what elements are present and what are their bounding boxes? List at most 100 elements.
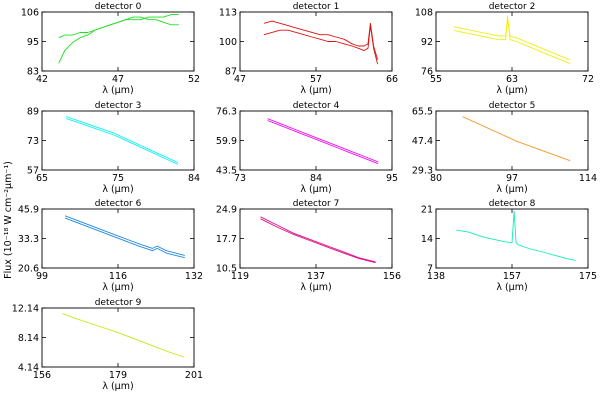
- x-axis-label: λ (μm): [102, 282, 133, 293]
- chart-panel-9: detector 9 156 179 201 4.14 8.14 12.14 λ (μm): [12, 298, 203, 392]
- y-tick-label: 47.4: [412, 136, 433, 147]
- x-axis-label: λ (μm): [102, 381, 133, 392]
- y-tick-label: 106: [21, 8, 39, 19]
- y-tick-label: 76.3: [216, 107, 237, 118]
- y-tick-label: 7: [427, 264, 433, 275]
- x-tick-label: 75: [112, 173, 124, 184]
- series-line-0: [62, 313, 185, 358]
- y-tick-label: 113: [219, 8, 237, 19]
- x-tick-label: 84: [188, 173, 200, 184]
- plot-frame: [435, 110, 589, 171]
- chart-panel-5: detector 5 80 97 114 29.3 47.4 65.5 λ (μm): [412, 101, 597, 195]
- x-tick-label: 114: [579, 173, 597, 184]
- panel-title: detector 2: [489, 2, 536, 12]
- x-axis-label: λ (μm): [300, 282, 331, 293]
- y-tick-label: 45.9: [18, 205, 39, 216]
- x-tick-label: 47: [112, 74, 124, 85]
- series-line-0: [263, 20, 379, 60]
- y-tick-label: 83: [27, 67, 39, 78]
- x-tick-label: 66: [386, 74, 398, 85]
- y-tick-label: 108: [415, 8, 433, 19]
- x-tick-label: 57: [310, 74, 322, 85]
- series-line-1: [64, 217, 185, 259]
- x-axis-label: λ (μm): [102, 184, 133, 195]
- x-tick-label: 73: [234, 173, 246, 184]
- series-line-1: [453, 15, 571, 65]
- y-tick-label: 87: [225, 67, 237, 78]
- chart-panel-1: detector 1 47 57 66 87 100 113 λ (μm): [219, 2, 398, 96]
- x-axis-label: λ (μm): [496, 184, 527, 195]
- panel-title: detector 7: [293, 199, 340, 209]
- series-line-1: [267, 120, 379, 165]
- chart-panel-4: detector 4 73 84 95 43.5 59.9 76.3 λ (μm): [216, 101, 398, 195]
- y-tick-label: 100: [219, 37, 237, 48]
- x-axis-label: λ (μm): [496, 85, 527, 96]
- chart-panel-3: detector 3 65 75 84 57 73 89 λ (μm): [27, 101, 200, 195]
- plot-frame: [239, 11, 393, 72]
- series-line-0: [453, 18, 571, 61]
- y-tick-label: 92: [421, 37, 433, 48]
- x-axis-label: λ (μm): [496, 282, 527, 293]
- y-tick-label: 12.14: [12, 304, 39, 315]
- series-line-0: [267, 118, 379, 163]
- figure-ylabel: Flux (10⁻¹⁸ W cm⁻²μm⁻¹): [3, 161, 14, 279]
- x-tick-label: 55: [430, 74, 442, 85]
- x-tick-label: 175: [579, 271, 597, 282]
- x-tick-label: 99: [36, 271, 48, 282]
- chart-panel-2: detector 2 55 63 72 76 92 108 λ (μm): [415, 2, 594, 96]
- y-tick-label: 57: [27, 166, 39, 177]
- panel-title: detector 0: [95, 2, 142, 12]
- y-tick-label: 33.3: [18, 234, 39, 245]
- plot-frame: [41, 11, 195, 72]
- y-tick-label: 95: [27, 37, 39, 48]
- y-tick-label: 89: [27, 107, 39, 118]
- series-line-0: [64, 215, 185, 256]
- series-line-1: [260, 218, 376, 264]
- chart-panel-0: detector 0 42 47 52 83 95 106 λ (μm): [21, 2, 200, 96]
- panel-title: detector 1: [293, 2, 340, 12]
- y-tick-label: 21: [421, 205, 433, 216]
- x-tick-label: 72: [582, 74, 594, 85]
- plot-frame: [435, 11, 589, 72]
- x-tick-label: 97: [506, 173, 518, 184]
- x-tick-label: 84: [310, 173, 322, 184]
- series-line-1: [58, 16, 179, 39]
- x-tick-label: 63: [506, 74, 518, 85]
- x-axis-label: λ (μm): [300, 85, 331, 96]
- x-tick-label: 201: [185, 370, 203, 381]
- x-tick-label: 132: [185, 271, 203, 282]
- y-tick-label: 8.14: [18, 333, 39, 344]
- x-tick-label: 95: [386, 173, 398, 184]
- chart-panel-7: detector 7 119 137 156 10.5 17.7 24.9 λ (μm): [216, 199, 401, 293]
- series-line-1: [65, 117, 179, 165]
- panels: detector 0 42 47 52 83 95 106 λ (μm) detector 1 4…: [12, 2, 597, 392]
- y-tick-label: 76: [421, 67, 433, 78]
- y-tick-label: 73: [27, 136, 39, 147]
- y-tick-label: 29.3: [412, 166, 433, 177]
- series-line-0: [65, 116, 179, 164]
- x-tick-label: 137: [307, 271, 325, 282]
- y-tick-label: 43.5: [216, 166, 237, 177]
- y-tick-label: 20.6: [18, 264, 39, 275]
- panel-title: detector 9: [95, 298, 142, 308]
- x-tick-label: 116: [109, 271, 127, 282]
- x-tick-label: 156: [33, 370, 51, 381]
- x-tick-label: 80: [430, 173, 442, 184]
- y-tick-label: 65.5: [412, 107, 433, 118]
- plot-frame: [41, 307, 195, 368]
- chart-panel-8: detector 8 138 157 175 7 14 21 λ (μm): [421, 199, 597, 293]
- y-tick-label: 17.7: [216, 234, 237, 245]
- x-tick-label: 157: [503, 271, 521, 282]
- panel-title: detector 5: [489, 101, 536, 111]
- x-tick-label: 47: [234, 74, 246, 85]
- panel-title: detector 4: [293, 101, 340, 111]
- x-tick-label: 119: [231, 271, 249, 282]
- x-tick-label: 138: [427, 271, 445, 282]
- y-tick-label: 14: [421, 234, 433, 245]
- y-tick-label: 4.14: [18, 363, 39, 374]
- y-tick-label: 59.9: [216, 136, 237, 147]
- x-tick-label: 42: [36, 74, 48, 85]
- series-line-0: [260, 216, 376, 263]
- plot-frame: [239, 110, 393, 171]
